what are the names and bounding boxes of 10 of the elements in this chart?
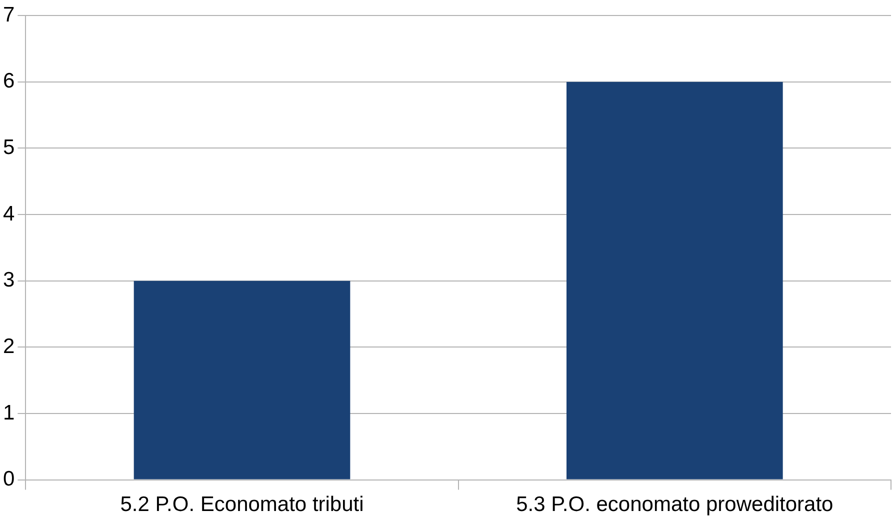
y-tick-label: 6 [2, 70, 15, 93]
x-tick-label: 5.3 P.O. economato proweditorato [516, 493, 834, 516]
y-tick-label: 0 [2, 468, 15, 491]
y-tick-label: 1 [2, 401, 15, 424]
y-tick-label: 7 [2, 3, 15, 26]
y-tick-label: 2 [2, 334, 15, 358]
y-tick-label: 4 [2, 202, 15, 226]
x-tick-label: 5.2 P.O. Economato tributi [120, 493, 364, 516]
y-tick-label: 5 [2, 136, 15, 160]
y-tick-label: 3 [2, 268, 15, 292]
